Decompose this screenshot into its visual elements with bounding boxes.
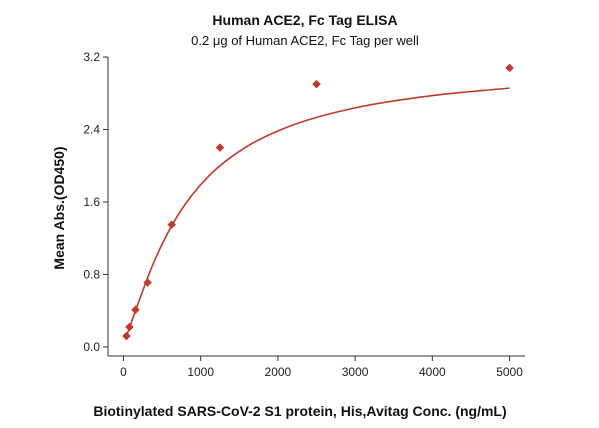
points-layer (122, 63, 514, 341)
data-point (167, 220, 177, 229)
x-axis-label: Biotinylated SARS-CoV-2 S1 protein, His,… (93, 403, 506, 419)
chart-subtitle: 0.2 μg of Human ACE2, Fc Tag per well (191, 33, 419, 48)
y-ticks: 0.0 0.8 1.6 2.4 3.2 (83, 50, 108, 354)
y-tick-label: 2.4 (83, 122, 100, 136)
x-tick-label: 2000 (265, 365, 292, 379)
data-point (143, 278, 152, 287)
x-tick-label: 4000 (419, 365, 446, 379)
x-tick-label: 3000 (342, 365, 369, 379)
y-axis-label: Mean Abs.(OD450) (51, 146, 67, 269)
data-point (505, 63, 514, 73)
data-point (131, 305, 140, 315)
data-point (312, 79, 321, 89)
data-point (215, 143, 225, 152)
y-tick-label: 3.2 (83, 50, 100, 64)
x-ticks: 0 1000 2000 3000 4000 5000 (120, 356, 523, 379)
fit-curve (125, 87, 510, 337)
x-tick-label: 1000 (187, 365, 214, 379)
fit-layer (125, 87, 510, 337)
y-tick-label: 0.0 (83, 340, 100, 354)
data-point (125, 322, 134, 332)
data-point (122, 331, 131, 341)
x-tick-label: 0 (120, 365, 127, 379)
y-tick-label: 0.8 (83, 267, 100, 281)
chart-title: Human ACE2, Fc Tag ELISA (212, 12, 397, 28)
x-tick-label: 5000 (496, 365, 523, 379)
axes (107, 57, 525, 357)
y-tick-label: 1.6 (83, 195, 100, 209)
